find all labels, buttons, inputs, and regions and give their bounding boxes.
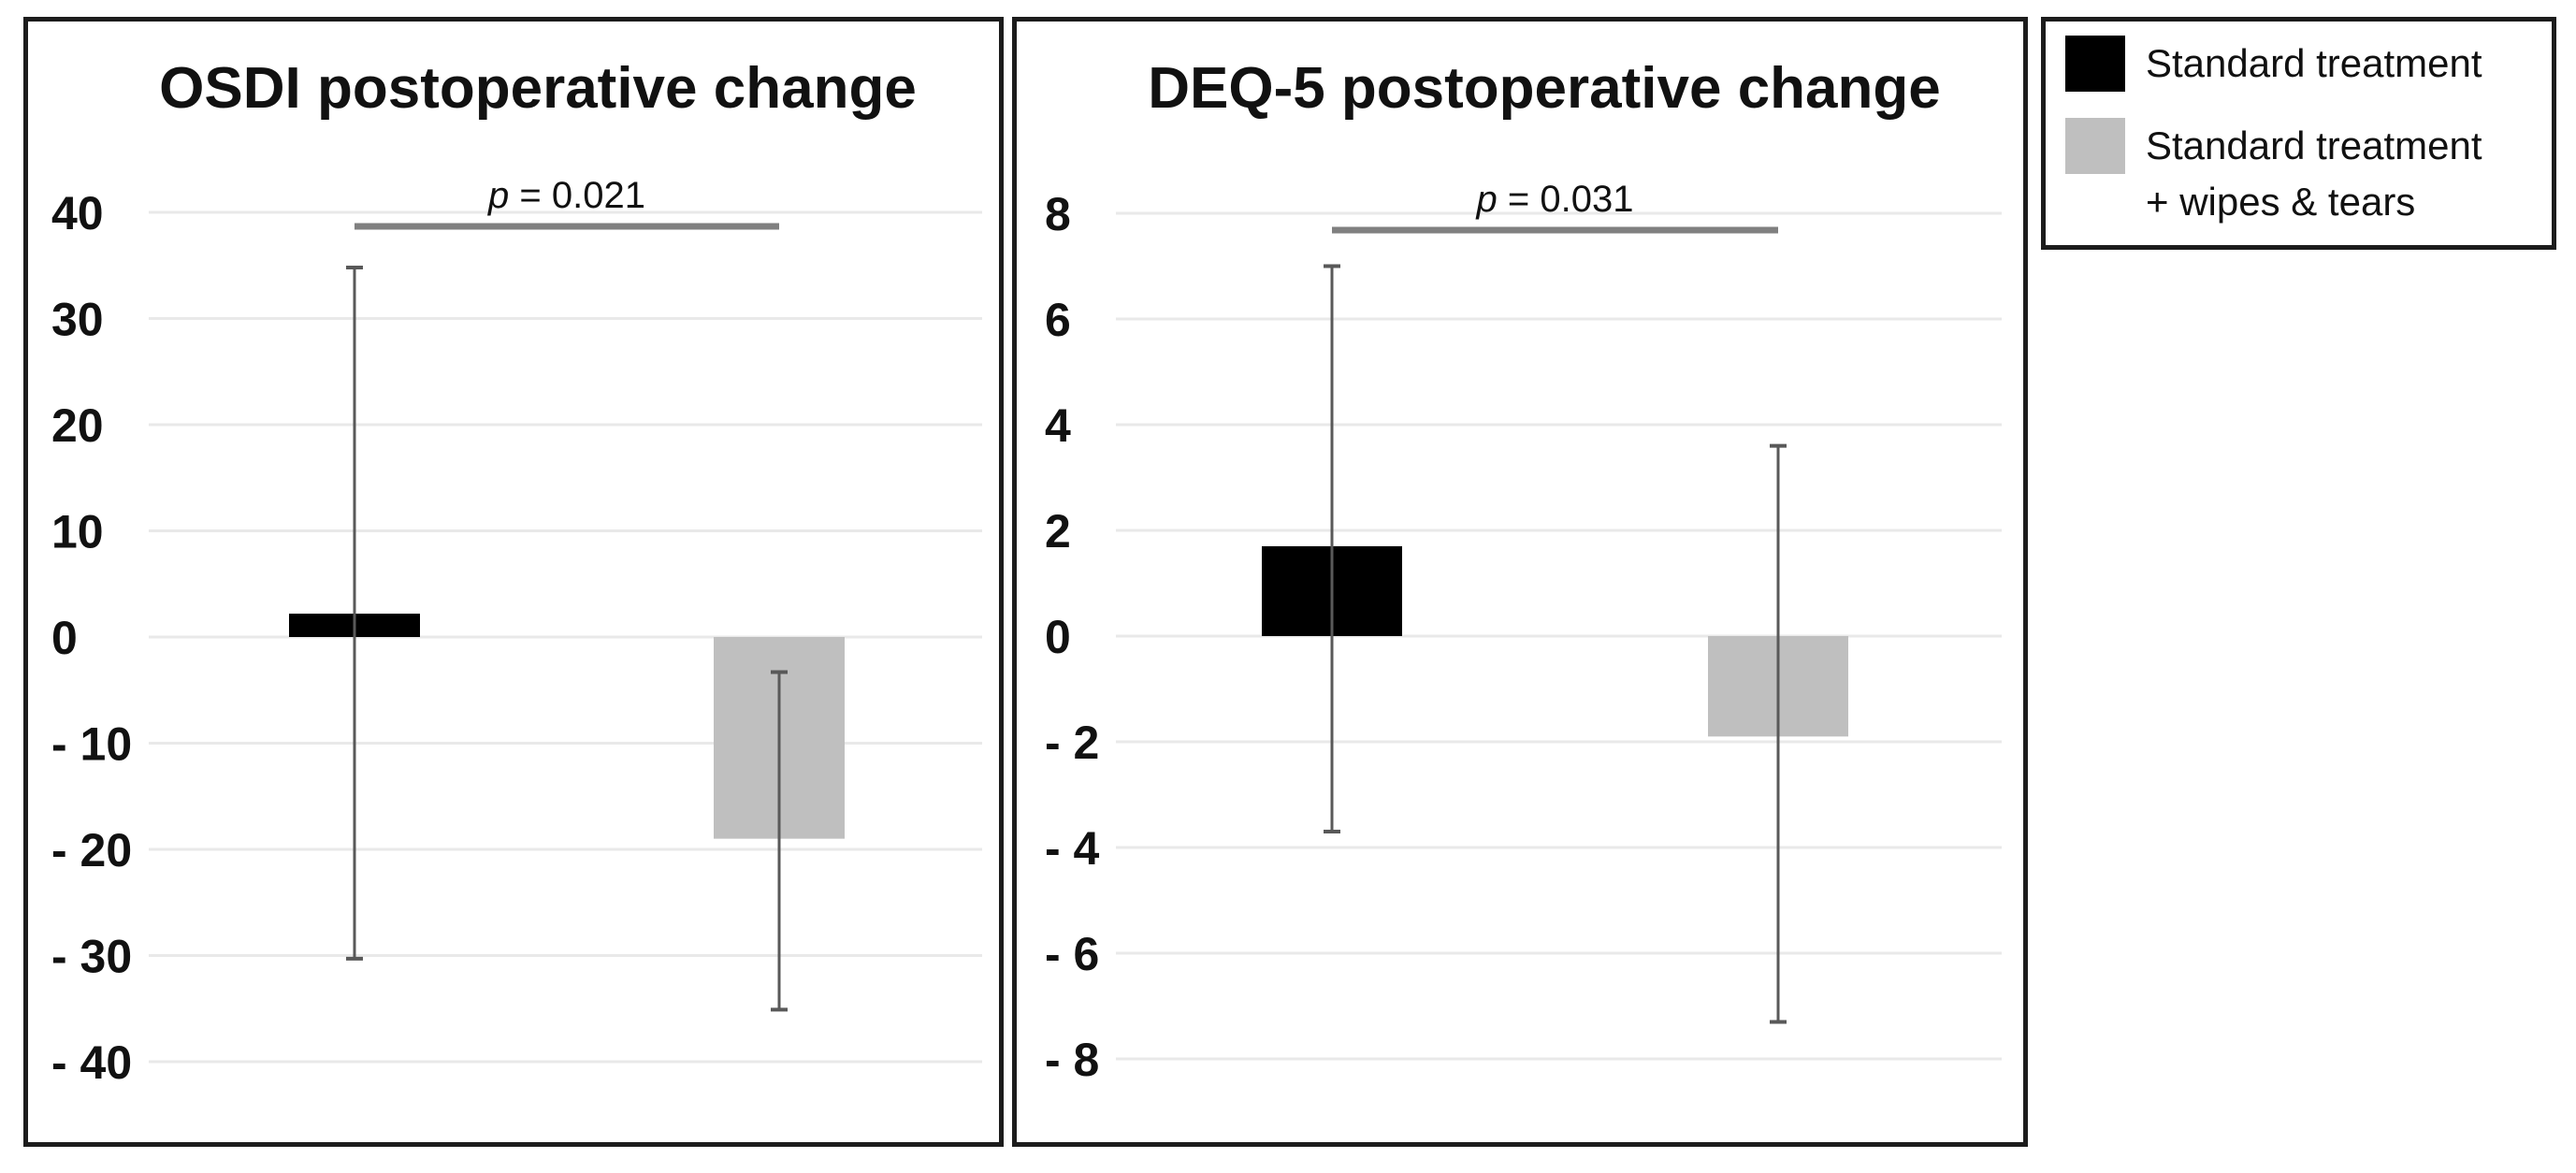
y-tick-label: 0 [51, 612, 78, 664]
legend-swatch-standard-treatment-wipes-tears [2065, 118, 2125, 174]
y-tick-label: 0 [1045, 611, 1071, 663]
legend-item-standard-treatment-wipes-tears: Standard treatment + wipes & tears [2065, 118, 2542, 229]
p-value-label: p = 0.021 [487, 175, 645, 216]
y-tick-label: 40 [51, 187, 104, 239]
y-tick-label: - 6 [1045, 928, 1099, 980]
legend: Standard treatment Standard treatment + … [2041, 17, 2556, 250]
chart-title-osdi: OSDI postoperative change [159, 56, 917, 121]
legend-label-standard-treatment-wipes-tears: Standard treatment + wipes & tears [2146, 123, 2482, 224]
y-tick-label: 2 [1045, 505, 1071, 558]
chart-panel-osdi: OSDI postoperative change p = 0.021 40 30 2… [23, 17, 1004, 1147]
y-tick-label: - 2 [1045, 717, 1099, 769]
y-tick-label: - 10 [51, 718, 132, 771]
y-tick-label: 6 [1045, 294, 1071, 346]
legend-item-standard-treatment: Standard treatment [2065, 36, 2542, 92]
legend-swatch-standard-treatment [2065, 36, 2125, 92]
deq5-chart-svg: p = 0.031 8 6 4 2 0 - 2 - 4 - 6 - 8 [1045, 179, 2002, 1086]
chart-title-deq5: DEQ-5 postoperative change [1148, 56, 1941, 121]
legend-label-standard-treatment: Standard treatment [2146, 41, 2482, 86]
osdi-chart-svg: p = 0.021 40 30 20 10 0 - 10 - 20 - 30 - 40 [51, 175, 982, 1089]
chart-panel-deq5: DEQ-5 postoperative change p = 0.031 8 6 4 2… [1012, 17, 2028, 1147]
y-tick-label: - 30 [51, 931, 132, 983]
y-tick-label: 20 [51, 399, 104, 452]
y-tick-label: 8 [1045, 188, 1071, 240]
y-tick-label: - 8 [1045, 1034, 1099, 1086]
p-value-label: p = 0.031 [1476, 179, 1634, 220]
y-tick-label: - 4 [1045, 822, 1100, 875]
y-tick-label: 4 [1045, 399, 1071, 452]
y-tick-label: - 40 [51, 1036, 132, 1089]
y-tick-label: - 20 [51, 824, 132, 876]
y-tick-label: 30 [51, 294, 104, 346]
y-tick-label: 10 [51, 506, 104, 558]
